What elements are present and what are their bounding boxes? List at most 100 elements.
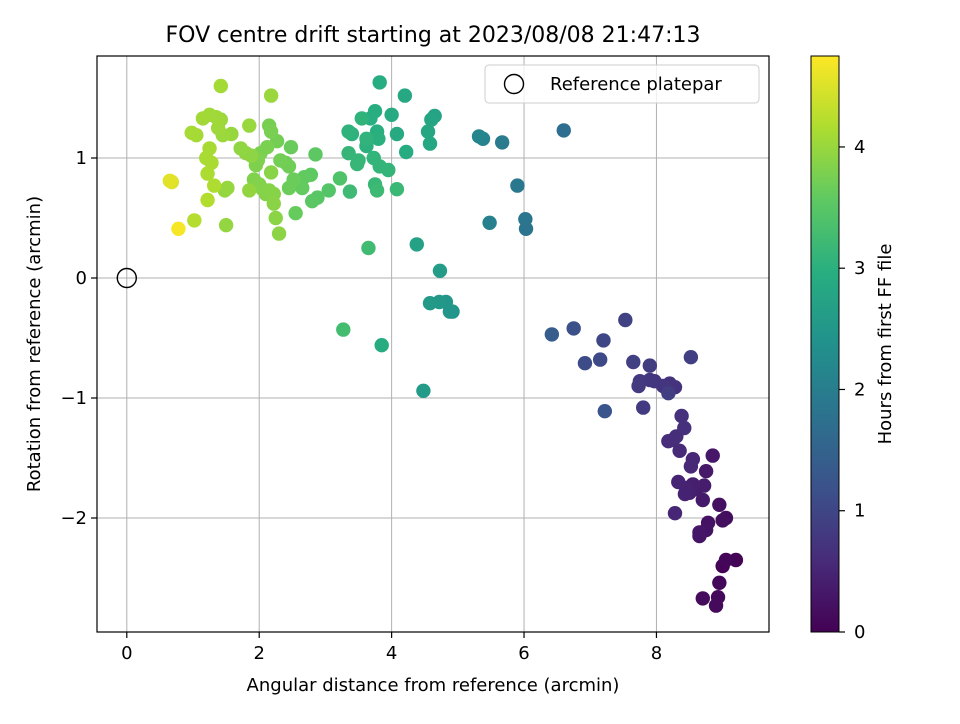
colorbar-tick-label: 2 <box>854 379 865 400</box>
data-point <box>369 183 385 198</box>
data-point <box>171 221 186 236</box>
legend-marker-icon <box>503 73 525 95</box>
data-point <box>416 383 431 398</box>
x-axis-label: Angular distance from reference (arcmin) <box>247 675 620 696</box>
data-point <box>242 183 257 198</box>
data-point <box>626 354 641 370</box>
data-point <box>304 194 320 209</box>
data-point <box>677 420 692 436</box>
data-point <box>268 210 283 226</box>
data-point <box>397 88 413 103</box>
data-point <box>692 525 707 540</box>
data-point <box>683 459 699 474</box>
data-point <box>494 135 510 150</box>
data-point <box>597 404 613 419</box>
data-point <box>271 226 287 241</box>
data-point <box>566 321 581 336</box>
data-point <box>712 575 727 590</box>
data-point <box>642 358 658 373</box>
data-point <box>672 443 687 458</box>
colorbar-ticks: 0 1 2 3 4 <box>839 137 865 643</box>
data-point <box>544 327 560 342</box>
data-point <box>200 192 215 208</box>
data-point <box>482 215 497 230</box>
data-point <box>661 386 676 401</box>
y-tick-label: 1 <box>76 148 87 169</box>
data-point <box>674 408 689 424</box>
data-point <box>263 88 279 103</box>
data-point <box>341 146 356 161</box>
x-axis-ticks: 0 2 4 6 8 <box>121 632 662 664</box>
data-point <box>351 153 366 168</box>
data-point <box>715 513 730 528</box>
data-point <box>308 147 323 162</box>
chart-title: FOV centre drift starting at 2023/08/08 … <box>166 23 701 48</box>
data-point <box>677 486 693 502</box>
x-tick-label: 4 <box>386 643 397 664</box>
data-point <box>422 296 438 311</box>
data-point <box>361 240 376 256</box>
data-point <box>359 131 374 146</box>
data-point <box>683 350 699 365</box>
data-point <box>187 213 202 228</box>
colorbar-bar <box>810 55 840 633</box>
x-tick-label: 2 <box>253 643 264 664</box>
y-tick-label: −1 <box>60 388 87 409</box>
data-point <box>206 178 222 193</box>
data-point <box>420 124 436 139</box>
data-point <box>213 78 229 94</box>
data-point <box>618 312 633 328</box>
data-point <box>409 237 424 252</box>
data-point <box>424 112 439 127</box>
data-point <box>728 552 744 568</box>
data-point <box>422 136 438 151</box>
data-point <box>718 552 734 568</box>
data-point <box>288 206 303 221</box>
reference-point-marker <box>116 267 137 289</box>
data-point <box>210 120 226 136</box>
legend-box <box>484 64 760 104</box>
data-point <box>342 184 358 199</box>
y-axis-label: Rotation from reference (arcmin) <box>24 196 45 492</box>
y-tick-label: −2 <box>60 508 87 529</box>
colorbar-tick-label: 1 <box>854 501 865 522</box>
data-point <box>162 173 178 188</box>
plot-frame <box>96 55 770 633</box>
data-point <box>631 378 646 394</box>
data-point <box>200 166 215 181</box>
data-point <box>336 322 351 337</box>
data-point <box>283 140 299 155</box>
colorbar: 0 1 2 3 4 Hours from first FF file <box>810 55 896 643</box>
data-point <box>636 400 651 415</box>
data-point <box>712 497 727 512</box>
data-point <box>389 182 405 197</box>
data-point <box>332 171 348 186</box>
data-point <box>242 118 257 133</box>
x-tick-label: 6 <box>518 643 529 664</box>
data-point <box>705 448 720 463</box>
colorbar-tick-label: 0 <box>854 622 865 643</box>
data-point <box>556 123 571 138</box>
data-point <box>273 153 288 168</box>
x-tick-label: 8 <box>651 643 662 664</box>
data-point <box>432 263 448 278</box>
data-point <box>195 111 211 126</box>
data-points <box>162 75 744 613</box>
data-point <box>263 165 279 180</box>
data-point <box>281 180 297 196</box>
data-point <box>374 338 389 353</box>
colorbar-label: Hours from first FF file <box>875 244 896 445</box>
data-point <box>510 178 525 193</box>
data-point <box>695 492 710 508</box>
data-point <box>592 352 608 367</box>
data-point <box>667 506 683 521</box>
data-point <box>389 126 405 142</box>
data-point <box>233 141 248 156</box>
data-point <box>708 598 724 613</box>
colorbar-tick-label: 3 <box>854 258 865 279</box>
data-point <box>220 180 235 196</box>
data-point <box>371 131 386 146</box>
x-tick-label: 0 <box>121 643 132 664</box>
legend: Reference platepar <box>484 64 760 104</box>
